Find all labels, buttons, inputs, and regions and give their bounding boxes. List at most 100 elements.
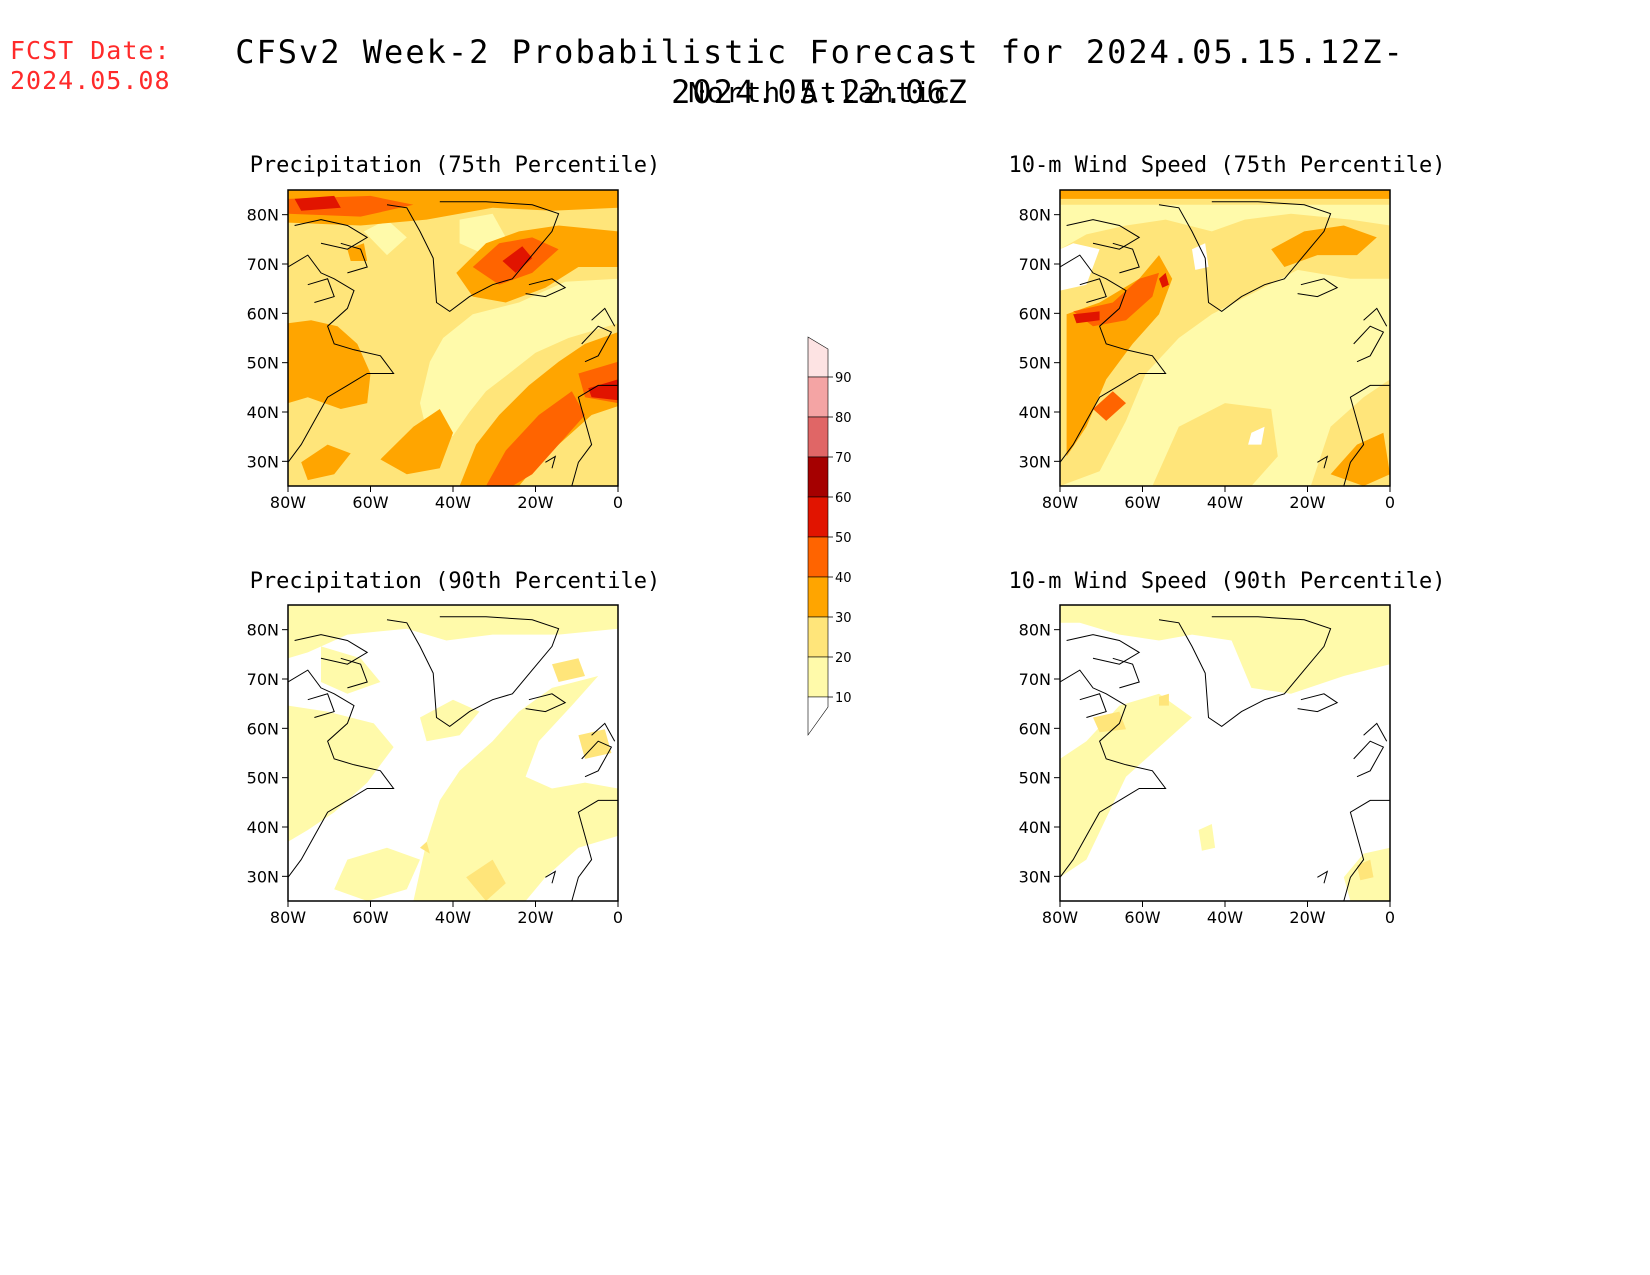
probability-shade bbox=[1248, 426, 1265, 445]
probability-shade bbox=[1060, 190, 1390, 199]
colorbar-label: 10 bbox=[835, 691, 852, 706]
colorbar-label: 30 bbox=[835, 611, 852, 626]
lon-tick-label: 40W bbox=[1207, 908, 1243, 927]
lat-tick-label: 30N bbox=[1019, 867, 1051, 886]
region-subtitle: North Atlantic bbox=[687, 76, 952, 109]
panel-title-precip-75: Precipitation (75th Percentile) bbox=[250, 153, 661, 178]
colorbar-label: 50 bbox=[835, 531, 852, 546]
probability-shade bbox=[486, 391, 585, 486]
lat-tick-label: 40N bbox=[1019, 818, 1051, 837]
coastline bbox=[581, 740, 613, 778]
probability-shade bbox=[1271, 225, 1377, 267]
coastline bbox=[1317, 870, 1329, 884]
colorbar-label: 20 bbox=[835, 651, 852, 666]
panel-title-wind-75: 10-m Wind Speed (75th Percentile) bbox=[1008, 153, 1445, 178]
shaded-field bbox=[288, 190, 618, 486]
probability-shade bbox=[288, 320, 371, 409]
probability-shade bbox=[347, 243, 368, 261]
colorbar-segment bbox=[807, 576, 829, 618]
probability-shade bbox=[294, 195, 341, 211]
probability-shade bbox=[380, 409, 453, 475]
probability-shade bbox=[321, 646, 381, 694]
colorbar-segment bbox=[807, 656, 829, 698]
coastline bbox=[1353, 325, 1385, 363]
lat-tick-label: 30N bbox=[1019, 452, 1051, 471]
coastline bbox=[1158, 616, 1332, 728]
lat-tick-label: 70N bbox=[247, 670, 279, 689]
coastline bbox=[1363, 722, 1388, 742]
coastline bbox=[386, 616, 560, 728]
lat-tick-label: 50N bbox=[1019, 769, 1051, 788]
lat-tick-label: 70N bbox=[247, 255, 279, 274]
probability-shade bbox=[1198, 824, 1216, 851]
shaded-field bbox=[1060, 190, 1390, 486]
probability-shade bbox=[552, 658, 585, 682]
lat-tick-label: 40N bbox=[1019, 403, 1051, 422]
probability-shade bbox=[420, 699, 480, 742]
coastline bbox=[591, 307, 616, 327]
colorbar-segment bbox=[807, 496, 829, 538]
colorbar-label: 60 bbox=[835, 491, 852, 506]
colorbar-segment bbox=[807, 376, 829, 418]
coastline bbox=[545, 455, 557, 469]
lat-tick-label: 30N bbox=[247, 867, 279, 886]
map-panel-2: 80N 70N 60N 50N 40N 30N 80W 60W 40W 20W 0 bbox=[1019, 189, 1395, 512]
probability-shade bbox=[502, 246, 533, 273]
probability-shade bbox=[459, 332, 618, 486]
map-panel-4: 80N 70N 60N 50N 40N 30N 80W 60W 40W 20W 0 bbox=[1019, 604, 1395, 927]
colorbar-segment bbox=[807, 416, 829, 458]
coastline bbox=[1079, 278, 1107, 303]
map-panel-3: 80N 70N 60N 50N 40N 30N 80W 60W 40W 20W 0 bbox=[247, 604, 623, 927]
lon-tick-label: 60W bbox=[1124, 908, 1160, 927]
lon-tick-label: 0 bbox=[1385, 908, 1395, 927]
lon-tick-label: 0 bbox=[613, 493, 623, 512]
probability-shade bbox=[363, 219, 407, 256]
lat-tick-label: 80N bbox=[247, 621, 279, 640]
lat-tick-label: 50N bbox=[247, 769, 279, 788]
lat-tick-label: 60N bbox=[247, 719, 279, 738]
lon-tick-label: 80W bbox=[1042, 908, 1078, 927]
shaded-field bbox=[288, 605, 618, 901]
coastline bbox=[1066, 219, 1141, 250]
coastline bbox=[1112, 657, 1140, 689]
coastline bbox=[525, 693, 567, 713]
lon-tick-label: 0 bbox=[613, 908, 623, 927]
lat-tick-label: 50N bbox=[247, 354, 279, 373]
coastline bbox=[307, 278, 335, 303]
lat-tick-label: 70N bbox=[1019, 670, 1051, 689]
probability-shade bbox=[1357, 859, 1374, 881]
map-panel-1: 80N 70N 60N 50N 40N 30N 80W 60W 40W 20W 0 bbox=[247, 189, 623, 512]
coastline bbox=[525, 278, 567, 298]
probability-shade bbox=[588, 379, 618, 401]
lon-tick-label: 40W bbox=[435, 493, 471, 512]
panel-title-precip-90: Precipitation (90th Percentile) bbox=[250, 569, 661, 594]
lon-tick-label: 80W bbox=[1042, 493, 1078, 512]
colorbar-segment bbox=[807, 536, 829, 578]
probability-shade bbox=[1060, 605, 1390, 694]
colorbar-label: 90 bbox=[835, 371, 852, 386]
probability-shade bbox=[1093, 711, 1126, 733]
coastline bbox=[386, 201, 560, 313]
lat-tick-label: 40N bbox=[247, 403, 279, 422]
probability-shade bbox=[1066, 255, 1173, 457]
coastline bbox=[340, 242, 368, 274]
colorbar: 90 80 70 60 50 40 30 20 10 bbox=[807, 336, 852, 736]
coastline bbox=[591, 722, 616, 742]
coastline bbox=[1066, 634, 1141, 665]
coastline bbox=[571, 799, 618, 901]
coastline bbox=[1343, 799, 1390, 901]
coastline bbox=[1112, 242, 1140, 274]
coastline bbox=[1343, 384, 1390, 486]
probability-shade bbox=[413, 676, 618, 901]
lon-tick-label: 20W bbox=[517, 493, 553, 512]
lat-tick-label: 30N bbox=[247, 452, 279, 471]
lon-tick-label: 40W bbox=[1207, 493, 1243, 512]
coastline bbox=[307, 693, 335, 718]
probability-shade bbox=[1330, 432, 1390, 486]
probability-shade bbox=[1073, 311, 1100, 324]
lat-tick-label: 80N bbox=[247, 206, 279, 225]
lat-tick-label: 70N bbox=[1019, 255, 1051, 274]
lon-tick-label: 80W bbox=[270, 908, 306, 927]
probability-shade bbox=[420, 278, 618, 445]
page-title: CFSv2 Week-2 Probabilistic Forecast for … bbox=[235, 33, 1405, 111]
